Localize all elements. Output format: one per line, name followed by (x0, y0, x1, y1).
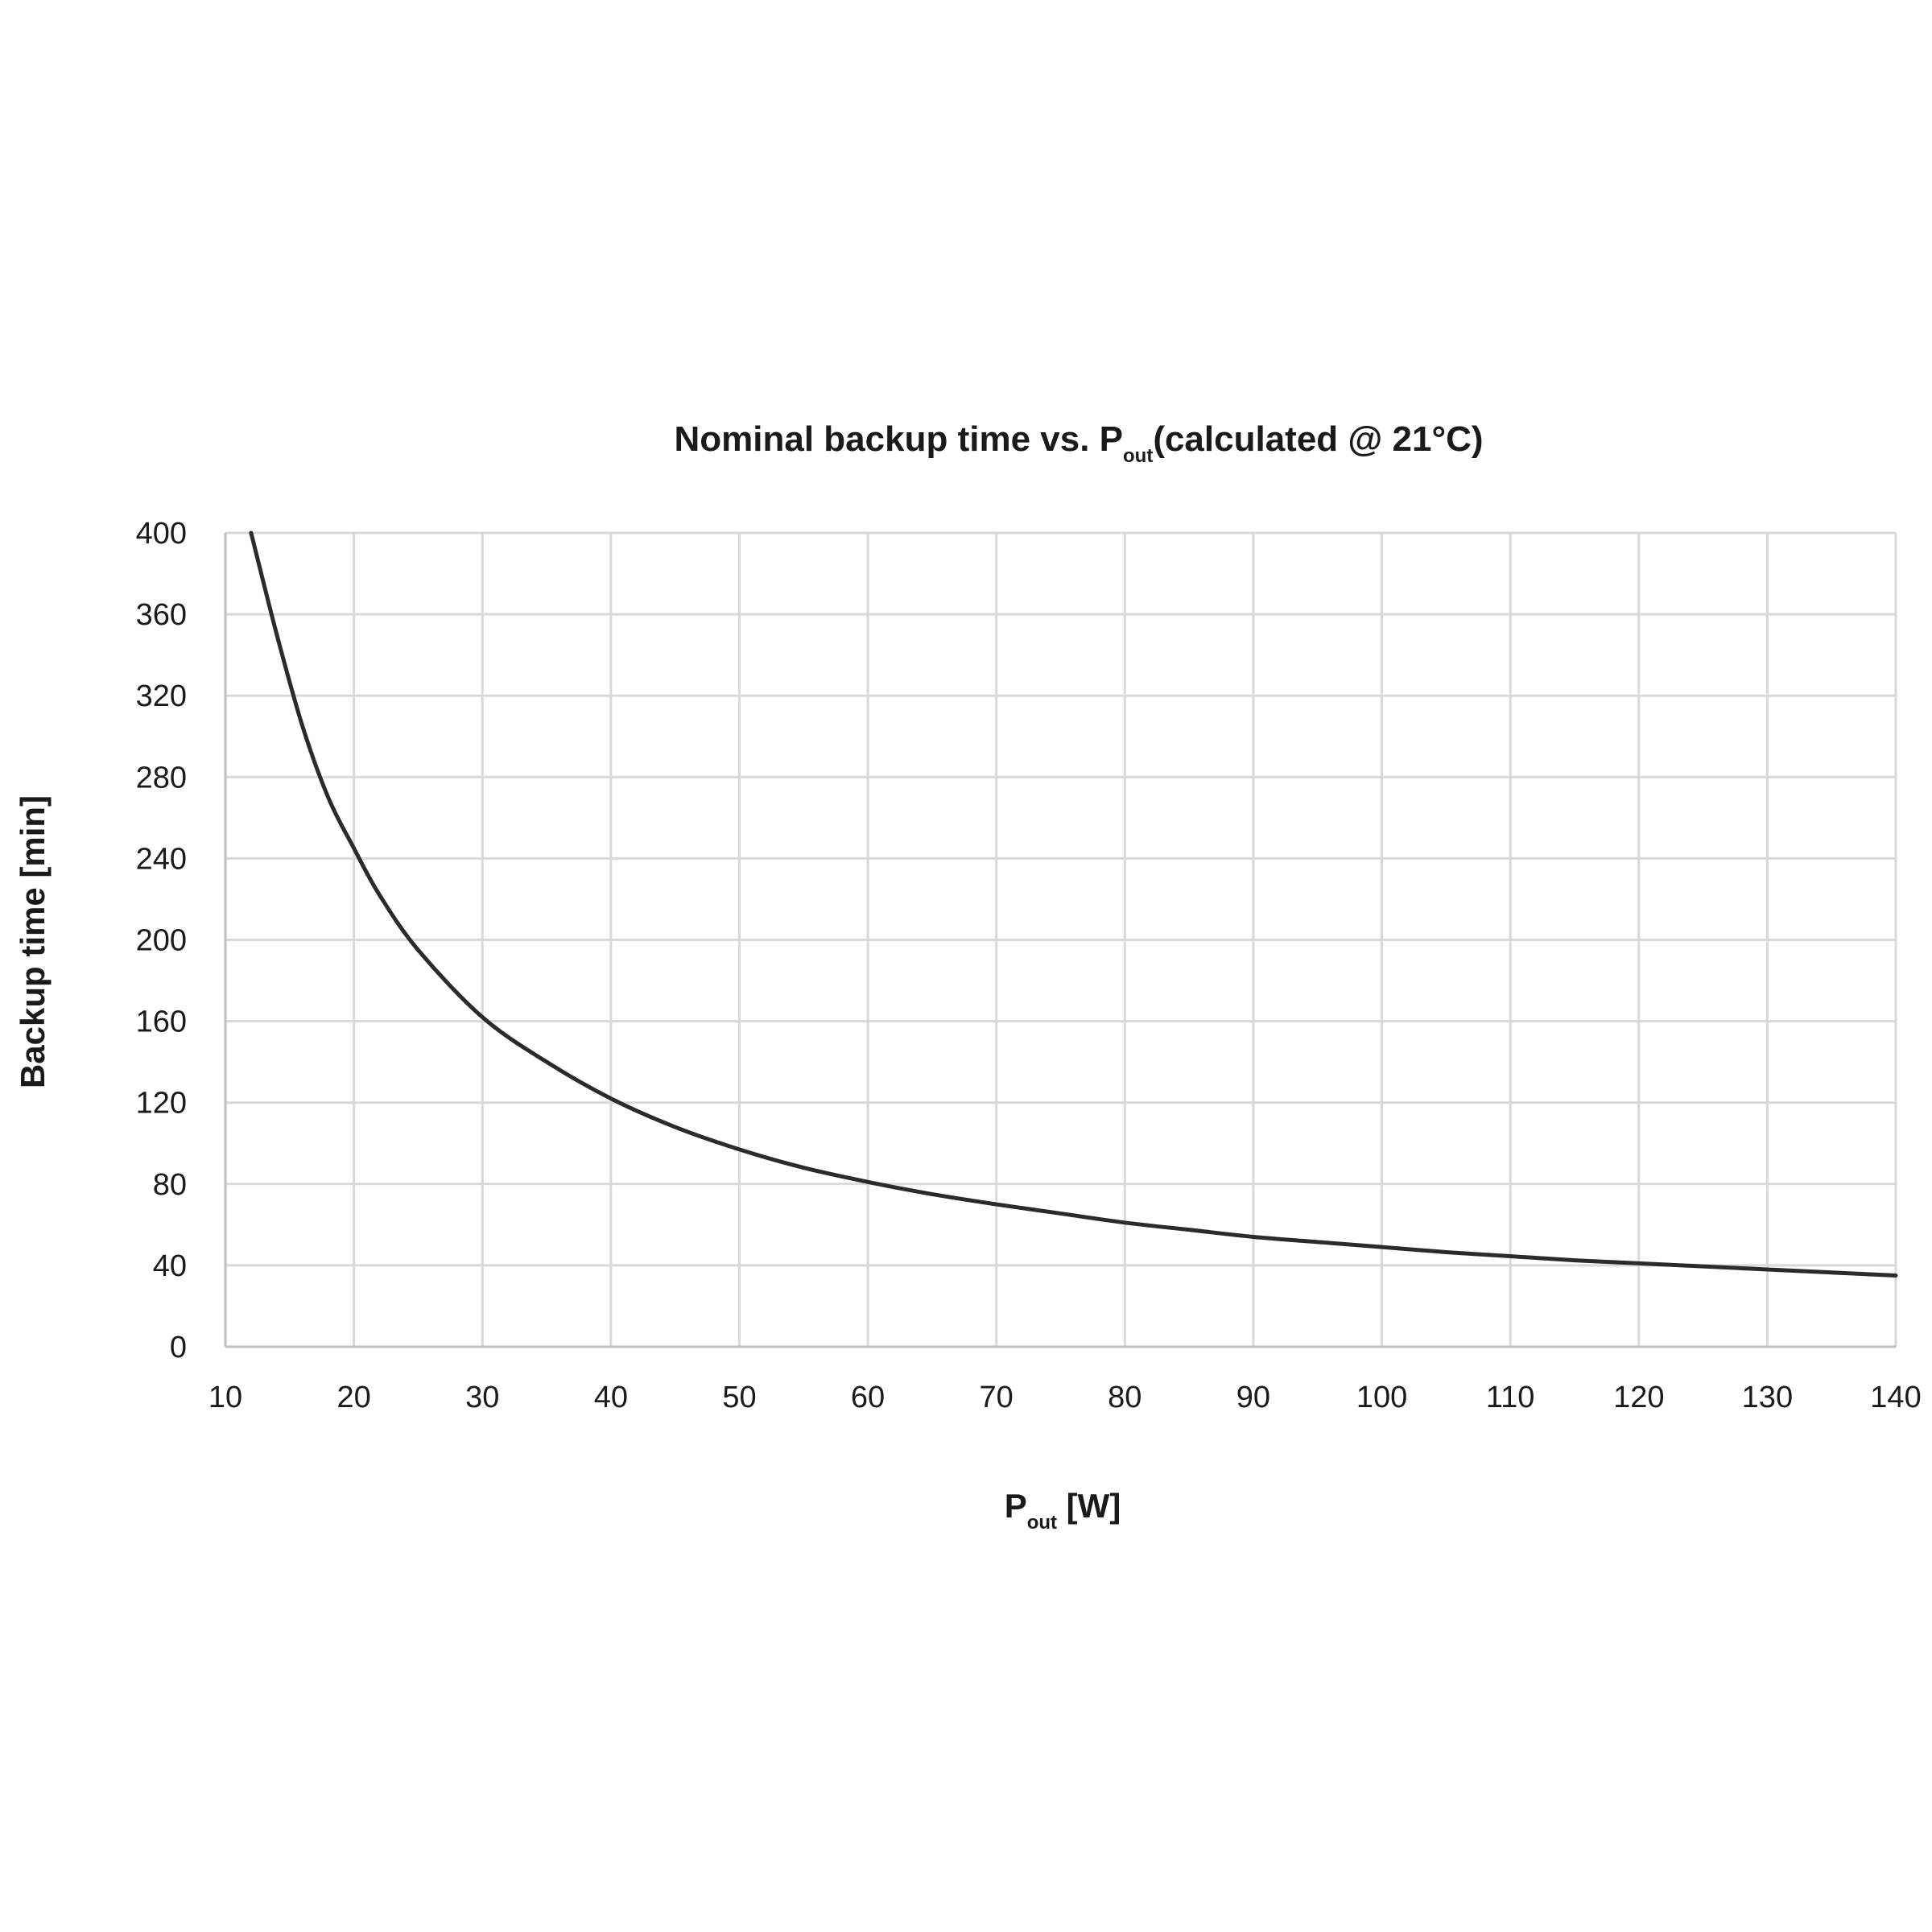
y-tick-label: 40 (153, 1249, 187, 1283)
x-tick-label: 10 (208, 1381, 242, 1414)
x-tick-label: 60 (851, 1381, 885, 1414)
x-axis-tick-labels: 10 20 30 40 50 60 70 80 90 100 110 120 130 140 (208, 1381, 1922, 1414)
x-axis-title-suffix: [W] (1057, 1487, 1121, 1525)
axes (224, 533, 1896, 1348)
chart-title: Nominal backup time vs. Pout(calculated … (675, 419, 1484, 467)
y-tick-label: 120 (136, 1087, 187, 1121)
chart-title-main: Nominal backup time vs. P (675, 419, 1124, 459)
series-line-0 (249, 530, 1898, 1278)
x-axis-title: Pout [W] (1005, 1487, 1121, 1534)
chart-title-subscript: out (1123, 445, 1153, 467)
x-tick-label: 70 (980, 1381, 1013, 1414)
y-axis-tick-labels: 0 40 80 120 160 200 240 280 320 360 400 (136, 517, 187, 1364)
y-tick-label: 400 (136, 517, 187, 551)
y-tick-label: 0 (170, 1331, 187, 1364)
series-group (249, 530, 1898, 1278)
x-tick-label: 90 (1236, 1381, 1270, 1414)
y-tick-label: 160 (136, 1005, 187, 1039)
x-tick-label: 110 (1486, 1381, 1535, 1414)
y-axis-title: Backup time [min] (14, 795, 52, 1088)
y-tick-label: 240 (136, 842, 187, 876)
x-tick-label: 140 (1870, 1381, 1921, 1414)
chart-title-suffix: (calculated @ 21°C) (1153, 419, 1483, 459)
x-tick-label: 40 (594, 1381, 628, 1414)
x-tick-label: 20 (336, 1381, 370, 1414)
x-tick-label: 100 (1356, 1381, 1407, 1414)
y-tick-label: 280 (136, 761, 187, 795)
y-tick-label: 360 (136, 598, 187, 632)
grid (225, 531, 1897, 1347)
y-tick-label: 80 (153, 1168, 187, 1202)
x-tick-label: 130 (1742, 1381, 1793, 1414)
x-tick-label: 80 (1108, 1381, 1141, 1414)
x-axis-title-main: P (1005, 1487, 1027, 1525)
x-axis-title-subscript: out (1027, 1512, 1057, 1534)
y-tick-label: 200 (136, 924, 187, 958)
x-tick-label: 30 (465, 1381, 499, 1414)
x-tick-label: 50 (722, 1381, 756, 1414)
x-tick-label: 120 (1613, 1381, 1664, 1414)
y-tick-label: 320 (136, 679, 187, 713)
